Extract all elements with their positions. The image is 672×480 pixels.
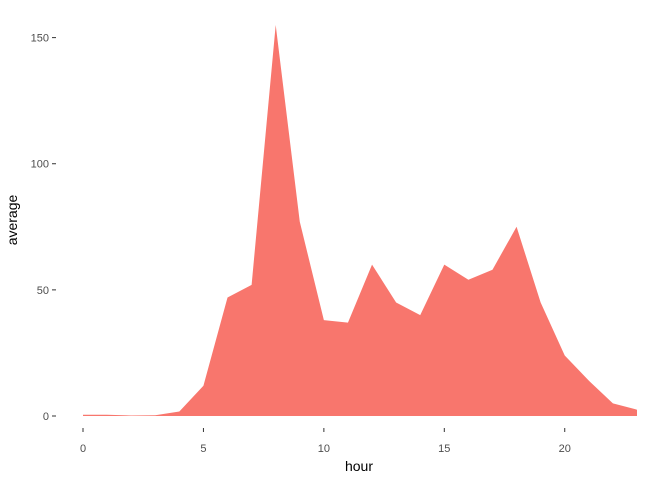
y-tick-label: 0	[43, 411, 49, 423]
y-tick-label: 50	[37, 285, 49, 297]
x-tick-label: 20	[559, 443, 571, 455]
y-axis-title: average	[4, 194, 20, 245]
y-tick-label: 150	[31, 33, 49, 45]
area-layer	[83, 25, 637, 416]
y-tick-label: 100	[31, 159, 49, 171]
x-tick-label: 10	[318, 443, 330, 455]
x-tick-label: 5	[200, 443, 206, 455]
area-series	[83, 25, 637, 416]
y-axis: 0 50 100 150	[31, 33, 56, 423]
x-tick-label: 0	[80, 443, 86, 455]
x-tick-label: 15	[438, 443, 450, 455]
x-axis-title: hour	[345, 458, 373, 474]
x-axis: 0 5 10 15 20	[80, 428, 571, 455]
